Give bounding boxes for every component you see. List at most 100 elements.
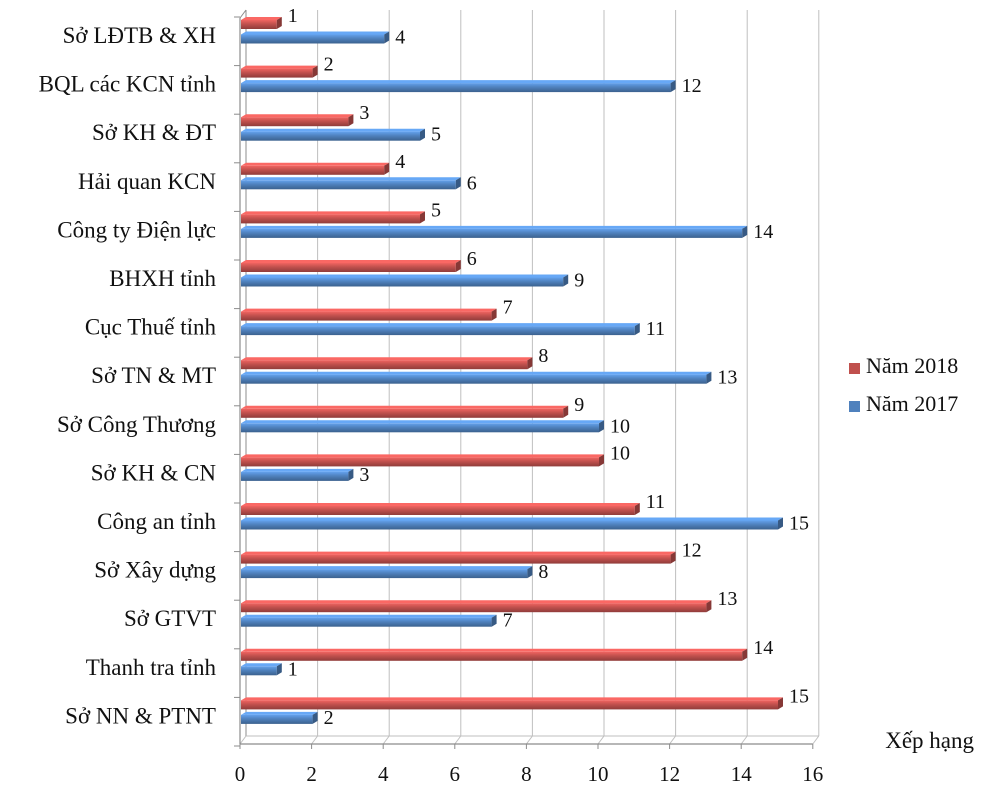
value-label: 2: [324, 707, 334, 729]
bar-nam-2017: [241, 274, 569, 287]
value-label: 10: [610, 442, 630, 464]
legend-label: Năm 2018: [866, 353, 958, 378]
value-label: 2: [324, 54, 334, 76]
x-tick-label: 0: [235, 762, 246, 786]
bar-nam-2017: [241, 80, 676, 93]
category-label: Công ty Điện lực: [57, 217, 216, 242]
bar-nam-2017: [241, 468, 354, 481]
value-label: 15: [789, 513, 809, 535]
bar-nam-2017: [241, 323, 640, 336]
bar-nam-2018: [241, 260, 461, 272]
category-label: Công an tỉnh: [97, 509, 216, 534]
gridline-floor: [597, 735, 605, 745]
category-label: Sở Xây dựng: [94, 558, 216, 583]
bar-nam-2018: [241, 308, 497, 321]
value-label: 5: [431, 124, 441, 146]
bar-nam-2018: [241, 600, 712, 613]
x-tick-label: 2: [306, 762, 317, 786]
bar-nam-2017: [241, 614, 497, 627]
bar-nam-2017: [241, 566, 533, 579]
x-tick-label: 10: [588, 762, 609, 786]
bar-nam-2017: [241, 128, 425, 141]
gridline-floor: [311, 735, 319, 745]
gridline-floor: [740, 735, 748, 745]
category-label: Sở GTVT: [124, 606, 216, 631]
bar-nam-2018: [241, 405, 569, 418]
gridline-floor: [669, 735, 676, 745]
value-label: 3: [359, 102, 369, 124]
gridline-floor: [239, 735, 247, 745]
value-label: 15: [789, 685, 809, 707]
value-label: 1: [288, 5, 298, 27]
category-label: Cục Thuế tỉnh: [85, 315, 217, 340]
category-label: Sở NN & PTNT: [65, 703, 216, 728]
bar-nam-2018: [241, 503, 640, 515]
gridline-floor: [812, 735, 820, 745]
value-label: 4: [395, 27, 405, 49]
value-label: 6: [467, 248, 477, 270]
value-label: 1: [288, 658, 298, 680]
value-label: 6: [467, 172, 477, 194]
x-tick-label: 6: [450, 762, 461, 786]
bar-nam-2017: [241, 420, 604, 433]
value-label: 8: [538, 561, 548, 583]
bar-nam-2018: [241, 357, 533, 370]
value-label: 7: [503, 610, 513, 632]
category-label: Sở LĐTB & XH: [63, 23, 216, 48]
bar-nam-2018: [241, 211, 425, 224]
value-label: 7: [503, 297, 513, 319]
value-label: 9: [574, 394, 584, 416]
value-label: 10: [610, 415, 630, 437]
gridline-floor: [382, 735, 390, 745]
category-label: Sở KH & ĐT: [92, 120, 216, 145]
left-wall-top: [239, 9, 247, 19]
value-label: 4: [395, 151, 405, 173]
value-label: 13: [717, 367, 737, 389]
bar-nam-2018: [241, 697, 783, 710]
x-axis-title: Xếp hạng: [885, 728, 974, 753]
x-tick-label: 8: [521, 762, 532, 786]
bar-nam-2018: [241, 648, 748, 661]
x-tick-label: 16: [802, 762, 823, 786]
bar-nam-2018: [241, 114, 354, 127]
bar-nam-2017: [241, 31, 390, 44]
bar-nam-2018: [241, 65, 318, 78]
value-label: 12: [682, 540, 702, 562]
value-label: 8: [538, 345, 548, 367]
value-label: 3: [359, 464, 369, 486]
legend-swatch: [849, 401, 860, 412]
bar-nam-2017: [241, 711, 318, 724]
category-label: Sở Công Thương: [57, 412, 217, 437]
x-tick-label: 12: [659, 762, 680, 786]
bar-nam-2018: [241, 162, 390, 175]
value-label: 11: [646, 491, 665, 513]
category-label: Hải quan KCN: [78, 169, 216, 194]
bar-nam-2017: [241, 371, 712, 384]
bar-nam-2017: [241, 177, 461, 190]
value-label: 5: [431, 199, 441, 221]
value-label: 14: [753, 221, 773, 243]
legend-swatch: [849, 363, 860, 374]
value-label: 9: [574, 270, 584, 292]
value-label: 13: [717, 588, 737, 610]
gridline-floor: [526, 735, 533, 745]
category-label: BQL các KCN tỉnh: [39, 72, 217, 97]
bar-nam-2017: [241, 225, 748, 238]
category-label: Sở KH & CN: [91, 460, 217, 485]
x-tick-label: 14: [731, 762, 753, 786]
gridline-floor: [454, 735, 462, 745]
category-label: Sở TN & MT: [91, 363, 216, 388]
bar-nam-2017: [241, 663, 282, 676]
bar-nam-2018: [241, 454, 604, 467]
bar-nam-2018: [241, 17, 282, 29]
category-label: BHXH tỉnh: [109, 266, 216, 291]
legend-label: Năm 2017: [866, 391, 958, 416]
category-label: Thanh tra tỉnh: [86, 655, 217, 680]
bar-nam-2018: [241, 551, 676, 564]
value-label: 11: [646, 318, 665, 340]
x-tick-label: 4: [378, 762, 389, 786]
bar-nam-2017: [241, 517, 783, 530]
value-label: 14: [753, 637, 773, 659]
value-label: 12: [682, 75, 702, 97]
